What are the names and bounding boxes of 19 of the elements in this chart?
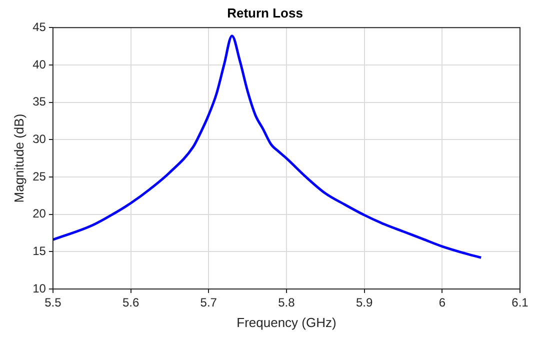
x-axis-title: Frequency (GHz) <box>236 314 336 330</box>
y-tick-label: 45 <box>32 20 46 34</box>
x-tick-label: 5.5 <box>44 296 62 310</box>
x-tick-label: 5.7 <box>200 296 218 310</box>
y-tick-label: 35 <box>32 94 46 109</box>
y-tick-label: 10 <box>32 281 46 296</box>
y-tick-label: 20 <box>32 206 46 221</box>
x-tick-label: 5.8 <box>278 296 296 310</box>
y-tick-label: 30 <box>32 132 46 146</box>
y-tick-label: 15 <box>32 244 46 258</box>
x-tick-label: 5.9 <box>356 296 373 310</box>
x-tick-label: 6.1 <box>512 296 529 310</box>
y-tick-label: 25 <box>32 169 46 184</box>
y-axis-title: Magnitude (dB) <box>11 114 26 203</box>
x-tick-label: 5.6 <box>122 296 140 310</box>
x-tick-label: 6 <box>438 296 446 310</box>
line-series <box>52 34 482 259</box>
y-tick-label: 40 <box>32 57 46 72</box>
chart-title: Return Loss <box>227 5 303 20</box>
